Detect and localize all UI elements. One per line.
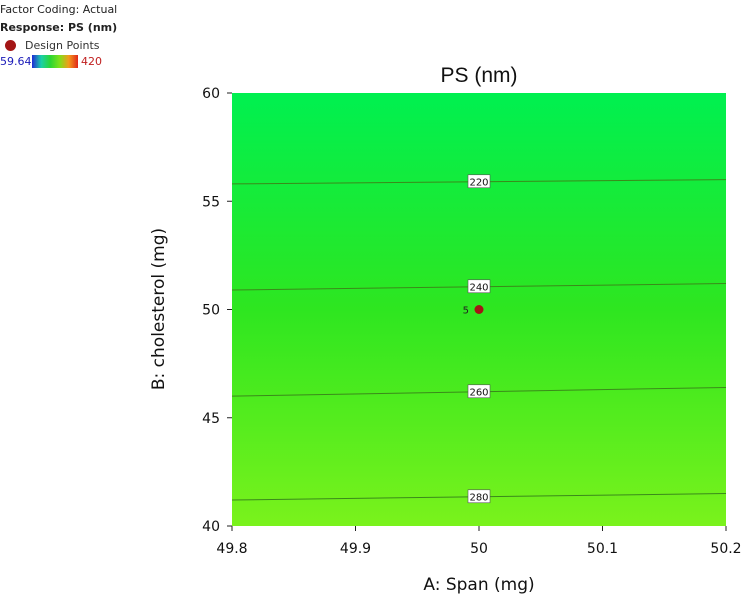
scale-max-label: 420 [81, 55, 102, 68]
y-tick-label: 40 [202, 519, 220, 535]
factor-coding-text: Factor Coding: Actual [0, 3, 118, 16]
contour-label: 260 [469, 387, 488, 398]
color-scale-bar [32, 55, 78, 68]
y-tick-label: 45 [202, 411, 220, 427]
contour-label: 280 [469, 492, 488, 503]
x-tick-label: 50.2 [710, 541, 741, 557]
contour-label: 240 [469, 282, 488, 293]
scale-min-label: 59.64 [0, 55, 32, 68]
contour-label-box [467, 174, 491, 189]
y-tick-label: 60 [202, 86, 220, 102]
design-point [474, 305, 484, 314]
contour-label-box [467, 489, 491, 504]
contour-label-box [467, 279, 491, 294]
design-point-label: 5 [463, 306, 469, 317]
response-text: Response: PS (nm) [0, 21, 118, 34]
x-axis-label: A: Span (mg) [423, 575, 534, 595]
y-tick-label: 50 [202, 303, 220, 319]
x-tick-label: 49.9 [340, 541, 371, 557]
x-tick-label: 49.8 [216, 541, 247, 557]
y-axis-label: B: cholesterol (mg) [149, 228, 169, 390]
contour-label: 220 [469, 177, 488, 188]
x-tick-label: 50 [470, 541, 488, 557]
y-tick-label: 55 [202, 194, 220, 210]
x-tick-label: 50.1 [587, 541, 618, 557]
chart-title: PS (nm) [440, 64, 517, 87]
design-points-legend-label: Design Points [25, 39, 100, 52]
design-point-legend-icon [5, 40, 16, 51]
contour-label-box [467, 384, 491, 399]
